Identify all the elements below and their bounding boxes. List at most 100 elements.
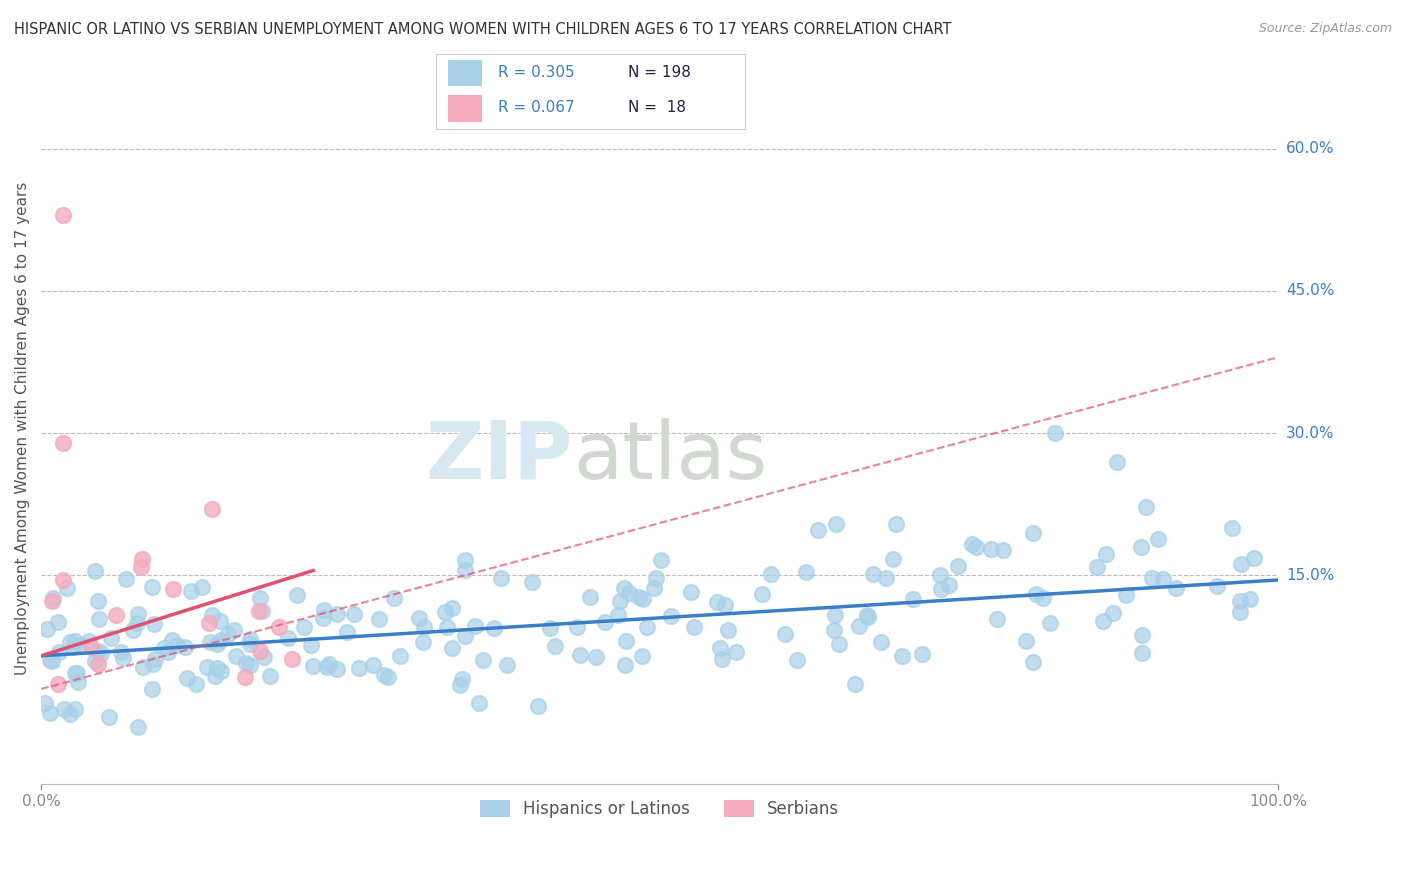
- Hispanics or Latinos: [110, 645, 132, 659]
- Hispanics or Latinos: [141, 682, 163, 697]
- Hispanics or Latinos: [1243, 550, 1265, 565]
- Serbians: [52, 435, 75, 450]
- Serbians: [87, 657, 110, 671]
- Hispanics or Latinos: [991, 543, 1014, 558]
- Hispanics or Latinos: [84, 564, 107, 578]
- Hispanics or Latinos: [42, 591, 65, 606]
- Hispanics or Latinos: [48, 645, 70, 659]
- Hispanics or Latinos: [965, 540, 987, 554]
- Serbians: [105, 607, 128, 622]
- Serbians: [52, 573, 75, 587]
- Hispanics or Latinos: [1152, 572, 1174, 586]
- Text: N =  18: N = 18: [627, 100, 686, 115]
- Hispanics or Latinos: [1229, 594, 1251, 608]
- Hispanics or Latinos: [938, 578, 960, 592]
- Hispanics or Latinos: [38, 706, 60, 721]
- Hispanics or Latinos: [153, 641, 176, 656]
- Hispanics or Latinos: [607, 607, 630, 622]
- Serbians: [201, 502, 224, 516]
- Hispanics or Latinos: [1230, 557, 1253, 571]
- Serbians: [247, 604, 270, 618]
- Hispanics or Latinos: [259, 669, 281, 683]
- Hispanics or Latinos: [142, 616, 165, 631]
- Serbians: [198, 615, 221, 630]
- Serbians: [162, 582, 184, 597]
- Hispanics or Latinos: [157, 645, 180, 659]
- Hispanics or Latinos: [751, 587, 773, 601]
- Hispanics or Latinos: [162, 633, 184, 648]
- Serbians: [267, 620, 290, 634]
- Hispanics or Latinos: [856, 607, 879, 622]
- Hispanics or Latinos: [1166, 582, 1188, 596]
- Hispanics or Latinos: [585, 650, 607, 665]
- Hispanics or Latinos: [252, 604, 274, 618]
- Hispanics or Latinos: [209, 633, 232, 648]
- Text: Source: ZipAtlas.com: Source: ZipAtlas.com: [1258, 22, 1392, 36]
- Hispanics or Latinos: [67, 674, 90, 689]
- Hispanics or Latinos: [823, 623, 845, 637]
- Hispanics or Latinos: [454, 553, 477, 567]
- Hispanics or Latinos: [862, 566, 884, 581]
- Hispanics or Latinos: [901, 591, 924, 606]
- Hispanics or Latinos: [869, 634, 891, 648]
- Hispanics or Latinos: [52, 701, 75, 715]
- Serbians: [233, 669, 256, 683]
- Hispanics or Latinos: [277, 631, 299, 645]
- Hispanics or Latinos: [342, 607, 364, 621]
- Text: R = 0.305: R = 0.305: [498, 65, 574, 80]
- Hispanics or Latinos: [759, 567, 782, 582]
- Hispanics or Latinos: [471, 653, 494, 667]
- Hispanics or Latinos: [238, 632, 260, 646]
- Hispanics or Latinos: [980, 542, 1002, 557]
- Hispanics or Latinos: [569, 648, 592, 662]
- Hispanics or Latinos: [609, 594, 631, 608]
- Hispanics or Latinos: [1115, 588, 1137, 602]
- Hispanics or Latinos: [844, 677, 866, 691]
- Hispanics or Latinos: [875, 571, 897, 585]
- Hispanics or Latinos: [239, 637, 262, 651]
- Hispanics or Latinos: [794, 565, 817, 579]
- Hispanics or Latinos: [619, 585, 641, 599]
- Hispanics or Latinos: [929, 567, 952, 582]
- Hispanics or Latinos: [65, 634, 87, 648]
- Hispanics or Latinos: [316, 660, 339, 674]
- Hispanics or Latinos: [807, 523, 830, 537]
- Hispanics or Latinos: [451, 673, 474, 687]
- Hispanics or Latinos: [249, 591, 271, 606]
- Hispanics or Latinos: [650, 552, 672, 566]
- Hispanics or Latinos: [100, 631, 122, 645]
- Hispanics or Latinos: [84, 654, 107, 668]
- Hispanics or Latinos: [496, 658, 519, 673]
- Hispanics or Latinos: [37, 622, 59, 636]
- Hispanics or Latinos: [204, 669, 226, 683]
- Hispanics or Latinos: [613, 581, 636, 595]
- Hispanics or Latinos: [714, 598, 737, 612]
- Text: HISPANIC OR LATINO VS SERBIAN UNEMPLOYMENT AMONG WOMEN WITH CHILDREN AGES 6 TO 1: HISPANIC OR LATINO VS SERBIAN UNEMPLOYME…: [14, 22, 952, 37]
- Hispanics or Latinos: [520, 574, 543, 589]
- Hispanics or Latinos: [207, 637, 229, 651]
- Hispanics or Latinos: [960, 537, 983, 551]
- Serbians: [46, 676, 69, 690]
- Hispanics or Latinos: [434, 605, 457, 619]
- Hispanics or Latinos: [786, 652, 808, 666]
- Hispanics or Latinos: [287, 588, 309, 602]
- Serbians: [280, 652, 302, 666]
- Hispanics or Latinos: [630, 648, 652, 663]
- Hispanics or Latinos: [373, 668, 395, 682]
- Hispanics or Latinos: [454, 629, 477, 643]
- Hispanics or Latinos: [312, 603, 335, 617]
- Hispanics or Latinos: [191, 580, 214, 594]
- Hispanics or Latinos: [824, 607, 846, 622]
- Hispanics or Latinos: [717, 624, 740, 638]
- Hispanics or Latinos: [614, 634, 637, 648]
- Hispanics or Latinos: [441, 641, 464, 656]
- Hispanics or Latinos: [538, 621, 561, 635]
- Hispanics or Latinos: [449, 677, 471, 691]
- Hispanics or Latinos: [69, 638, 91, 652]
- Hispanics or Latinos: [1021, 526, 1043, 541]
- Hispanics or Latinos: [408, 611, 430, 625]
- Y-axis label: Unemployment Among Women with Children Ages 6 to 17 years: Unemployment Among Women with Children A…: [15, 182, 30, 675]
- Hispanics or Latinos: [931, 582, 953, 596]
- Hispanics or Latinos: [565, 620, 588, 634]
- Bar: [449, 95, 482, 122]
